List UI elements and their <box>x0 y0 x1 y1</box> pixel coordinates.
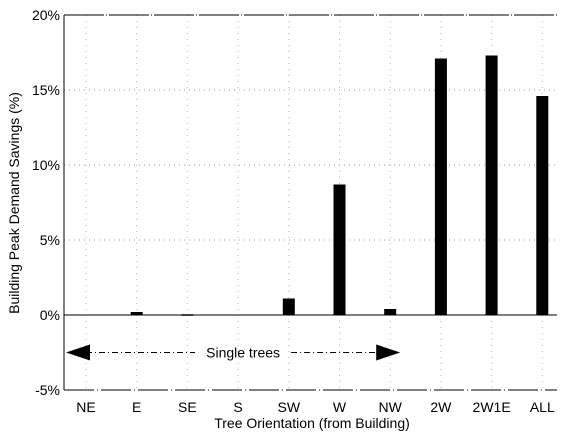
bar-sw <box>282 298 295 315</box>
y-tick-label: 0% <box>40 307 60 323</box>
single-trees-annotation: Single trees <box>66 344 401 361</box>
arrowhead-left <box>66 344 90 361</box>
plot-frame <box>63 14 557 391</box>
bars <box>80 55 549 316</box>
bar-s <box>232 314 245 316</box>
gridlines <box>64 15 557 390</box>
bar-2w <box>434 58 447 315</box>
bar-2w1e <box>485 55 498 315</box>
annotation-label: Single trees <box>206 345 280 361</box>
x-tick-label: 2W1E <box>473 399 511 415</box>
y-tick-label: 15% <box>32 82 60 98</box>
x-axis-label: Tree Orientation (from Building) <box>214 415 410 431</box>
x-tick-label: 2W <box>430 399 452 415</box>
x-tick-label: S <box>233 399 242 415</box>
x-tick-label: SE <box>178 399 197 415</box>
y-tick-label: 10% <box>32 157 60 173</box>
bar-nw <box>384 309 397 315</box>
bar-e <box>130 312 143 315</box>
bar-w <box>333 184 346 315</box>
x-tick-label: W <box>333 399 347 415</box>
y-tick-label: 5% <box>40 232 60 248</box>
y-axis-label: Building Peak Demand Savings (%) <box>6 92 22 314</box>
bar-ne <box>80 314 92 316</box>
arrowhead-right <box>376 344 401 361</box>
bar-all <box>536 96 549 315</box>
bar-se <box>181 314 194 316</box>
x-tick-label: E <box>132 399 141 415</box>
y-tick-label: 20% <box>32 7 60 23</box>
x-tick-label: SW <box>278 399 301 415</box>
x-tick-label: ALL <box>530 399 555 415</box>
x-tick-label: NE <box>76 399 95 415</box>
y-tick-labels: -5% 0% 5% 10% 15% 20% <box>32 7 60 398</box>
x-tick-labels: NE E SE S SW W NW 2W 2W1E ALL <box>76 399 555 415</box>
y-tick-label: -5% <box>35 382 60 398</box>
x-tick-label: NW <box>379 399 403 415</box>
